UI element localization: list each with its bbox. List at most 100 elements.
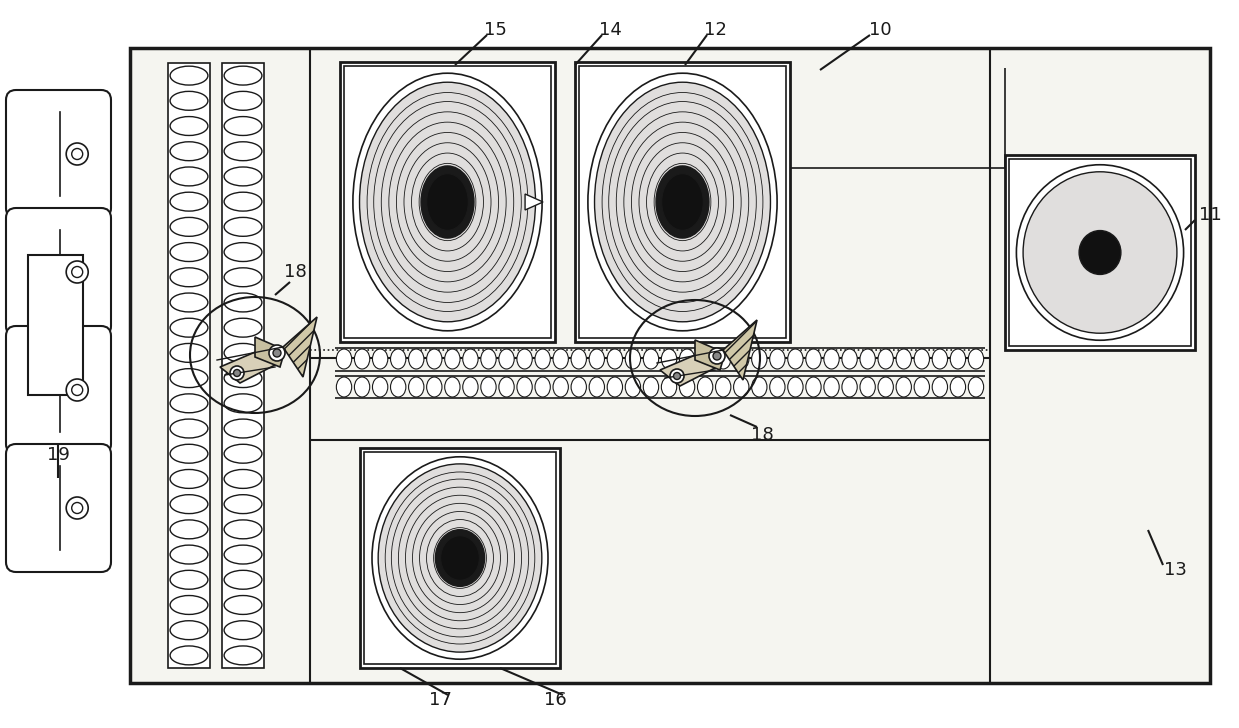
- Circle shape: [72, 502, 83, 513]
- Ellipse shape: [409, 349, 424, 369]
- Bar: [339, 62, 555, 342]
- Ellipse shape: [481, 377, 496, 397]
- Ellipse shape: [662, 349, 676, 369]
- Circle shape: [230, 366, 244, 380]
- Ellipse shape: [679, 377, 695, 397]
- Ellipse shape: [860, 377, 875, 397]
- Ellipse shape: [390, 349, 406, 369]
- Ellipse shape: [462, 349, 478, 369]
- Ellipse shape: [445, 377, 460, 397]
- Circle shape: [72, 384, 83, 395]
- Ellipse shape: [589, 349, 605, 369]
- Ellipse shape: [860, 349, 875, 369]
- Text: 12: 12: [704, 21, 726, 39]
- Ellipse shape: [373, 349, 388, 369]
- Text: 18: 18: [284, 263, 306, 281]
- Text: 14: 14: [598, 21, 622, 39]
- Ellipse shape: [409, 377, 424, 397]
- Bar: [130, 48, 1211, 683]
- FancyBboxPatch shape: [6, 90, 112, 218]
- Ellipse shape: [715, 377, 731, 397]
- Ellipse shape: [435, 530, 484, 586]
- Bar: [130, 48, 1211, 683]
- Ellipse shape: [805, 377, 821, 397]
- Bar: [361, 448, 560, 668]
- Ellipse shape: [426, 377, 442, 397]
- Ellipse shape: [354, 377, 369, 397]
- Ellipse shape: [426, 349, 442, 369]
- Circle shape: [72, 149, 83, 159]
- Ellipse shape: [662, 377, 676, 397]
- Ellipse shape: [843, 349, 857, 369]
- Ellipse shape: [378, 464, 541, 652]
- Ellipse shape: [679, 349, 695, 369]
- Ellipse shape: [421, 166, 475, 238]
- Ellipse shape: [824, 349, 839, 369]
- Text: 16: 16: [544, 691, 566, 709]
- Ellipse shape: [643, 349, 659, 369]
- Ellipse shape: [788, 377, 803, 397]
- Bar: [1009, 159, 1191, 346]
- FancyBboxPatch shape: [6, 208, 112, 336]
- Ellipse shape: [535, 349, 550, 369]
- Circle shape: [709, 348, 725, 364]
- Ellipse shape: [517, 377, 533, 397]
- Circle shape: [66, 379, 88, 401]
- Ellipse shape: [499, 377, 514, 397]
- Ellipse shape: [733, 377, 748, 397]
- FancyBboxPatch shape: [6, 444, 112, 572]
- Ellipse shape: [769, 377, 786, 397]
- Ellipse shape: [655, 166, 709, 238]
- Polygon shape: [282, 317, 317, 377]
- Ellipse shape: [587, 74, 777, 331]
- Ellipse shape: [932, 349, 948, 369]
- Ellipse shape: [896, 349, 912, 369]
- Circle shape: [66, 143, 88, 165]
- Ellipse shape: [571, 349, 586, 369]
- Ellipse shape: [589, 377, 605, 397]
- Polygon shape: [695, 340, 725, 370]
- Ellipse shape: [878, 349, 893, 369]
- Ellipse shape: [788, 349, 803, 369]
- Bar: [1005, 155, 1194, 350]
- Ellipse shape: [336, 377, 352, 397]
- Bar: [130, 48, 1211, 683]
- Ellipse shape: [481, 349, 496, 369]
- Ellipse shape: [353, 74, 543, 331]
- Ellipse shape: [662, 174, 704, 230]
- Ellipse shape: [752, 377, 767, 397]
- Ellipse shape: [626, 349, 641, 369]
- Ellipse shape: [426, 174, 468, 230]
- Ellipse shape: [896, 377, 912, 397]
- Circle shape: [66, 261, 88, 283]
- Ellipse shape: [1016, 165, 1183, 340]
- Ellipse shape: [390, 377, 406, 397]
- Ellipse shape: [698, 349, 712, 369]
- Ellipse shape: [372, 456, 548, 659]
- Ellipse shape: [950, 377, 965, 397]
- Ellipse shape: [553, 377, 569, 397]
- Ellipse shape: [607, 377, 622, 397]
- Ellipse shape: [715, 349, 731, 369]
- Text: 19: 19: [47, 446, 69, 464]
- Ellipse shape: [359, 82, 535, 322]
- Ellipse shape: [535, 377, 550, 397]
- Ellipse shape: [441, 536, 479, 580]
- Bar: [169, 63, 209, 668]
- Ellipse shape: [1079, 231, 1121, 274]
- Text: 10: 10: [869, 21, 891, 39]
- Ellipse shape: [950, 349, 965, 369]
- Polygon shape: [525, 194, 543, 210]
- Ellipse shape: [805, 349, 821, 369]
- Ellipse shape: [626, 377, 641, 397]
- Text: 13: 13: [1163, 561, 1187, 579]
- Bar: [28, 255, 83, 395]
- Ellipse shape: [517, 349, 533, 369]
- Ellipse shape: [824, 377, 839, 397]
- Bar: [222, 63, 264, 668]
- Ellipse shape: [769, 349, 786, 369]
- Polygon shape: [221, 350, 275, 383]
- FancyBboxPatch shape: [6, 326, 112, 454]
- Ellipse shape: [698, 377, 712, 397]
- Bar: [364, 452, 556, 664]
